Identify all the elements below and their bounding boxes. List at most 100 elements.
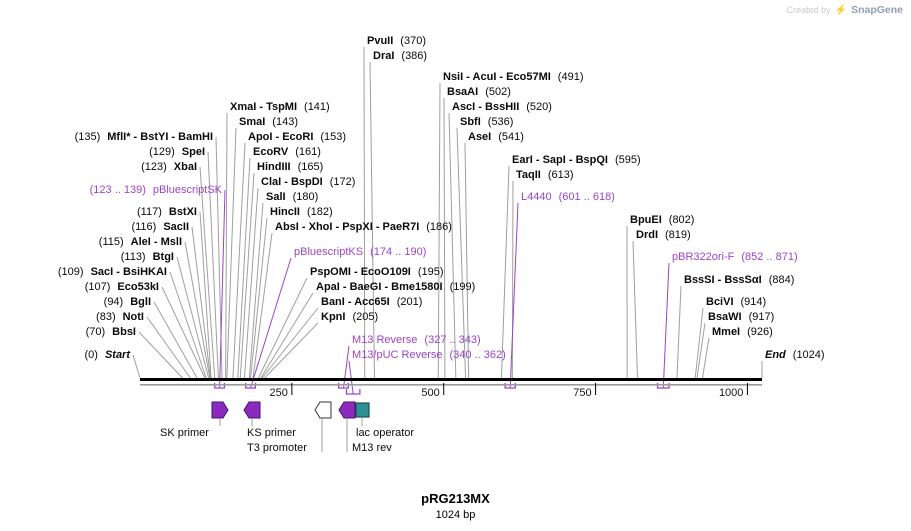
- connector-line: [369, 61, 375, 379]
- connector-line: [632, 240, 638, 379]
- t3-promoter-arrow: [314, 401, 332, 419]
- connector-line: [500, 165, 510, 379]
- connector-line: [225, 112, 228, 379]
- connector-line: [153, 301, 198, 379]
- connector-line: [694, 307, 704, 379]
- site-label-bsaai: BsaAI (502): [447, 86, 511, 98]
- connector-line: [696, 322, 706, 379]
- connector-line: [199, 166, 216, 379]
- site-label-ecorv: EcoRV (161): [253, 146, 321, 158]
- watermark-created-by: Created by: [786, 5, 831, 15]
- site-label-apoi-ecori: ApoI - EcoRI (153): [248, 131, 347, 143]
- site-label-sali: SalI (180): [266, 191, 319, 203]
- annotation-region-marker: [345, 389, 361, 395]
- connector-line: [250, 257, 292, 389]
- site-label-bsawi: BsaWI (917): [708, 311, 775, 323]
- connector-line: [161, 286, 206, 379]
- snapgene-brand: SnapGene: [851, 4, 903, 16]
- site-label-drdi: DrdI (819): [636, 229, 691, 241]
- connector-line: [456, 127, 467, 379]
- feature-label-lac-operator: lac operator: [356, 427, 415, 439]
- feature-label-sk-primer: SK primer: [160, 427, 209, 439]
- connector-line: [191, 226, 211, 379]
- connector-line: [176, 256, 210, 379]
- sk-primer-arrow: [211, 401, 229, 419]
- connector-line: [464, 142, 470, 379]
- connector-line: [260, 292, 314, 379]
- site-label-bpuei: BpuEI (802): [630, 214, 695, 226]
- annotation-label-m13-puc-reverse: M13/pUC Reverse (340 .. 362): [352, 349, 506, 361]
- connector-line: [676, 285, 682, 379]
- site-label-smai: SmaI (143): [239, 116, 298, 128]
- lac-operator-box: [355, 402, 370, 418]
- site-label-nsii-acui-eco57mi: NsiI - AcuI - Eco57MI (491): [443, 71, 584, 83]
- annotation-label-pbluescriptsk: (123 .. 139) pBluescriptSK: [89, 184, 222, 196]
- site-label-hindiii: HindIII (165): [257, 161, 324, 173]
- connector-line: [169, 271, 207, 379]
- annotation-label-m13-reverse: M13 Reverse (327 .. 343): [352, 334, 481, 346]
- site-label-alei-msli: (115) AleI - MslI: [98, 236, 182, 248]
- connector-line: [199, 211, 212, 379]
- connector-line: [437, 82, 441, 379]
- map-line-bottom: [140, 384, 762, 386]
- site-label-bbsi: (70) BbsI: [85, 326, 136, 338]
- connector-line: [184, 241, 211, 379]
- m13-rev-arrow: [338, 401, 356, 419]
- connector-line: [207, 151, 219, 379]
- site-label-btgi: (113) BtgI: [120, 251, 174, 263]
- map-start-label: (0) Start: [84, 349, 130, 361]
- connector-line: [448, 112, 457, 379]
- connector-line: [138, 331, 183, 379]
- site-label-xmai-tspmi: XmaI - TspMI (141): [230, 101, 330, 113]
- site-label-saci-bsihkai: (109) SacI - BsiHKAI: [57, 266, 167, 278]
- connector-line: [248, 202, 264, 379]
- site-label-bani-acc65i: BanI - Acc65I (201): [321, 296, 423, 308]
- feature-label-ks-primer: KS primer: [247, 427, 296, 439]
- site-label-clai-bspdi: ClaI - BspDI (172): [261, 176, 356, 188]
- connector-line: [662, 262, 670, 389]
- connector-line: [239, 172, 255, 379]
- site-label-kpni: KpnI (205): [321, 311, 379, 323]
- site-label-asei: AseI (541): [468, 131, 524, 143]
- site-label-drai: DraI (386): [373, 50, 428, 62]
- connector-line: [348, 360, 354, 395]
- map-end-label: End (1024): [765, 349, 825, 361]
- annotation-label-pbluescriptks: pBluescriptKS (174 .. 190): [294, 246, 427, 258]
- ruler-tick-label: 500: [421, 387, 440, 399]
- connector-line: [701, 337, 710, 379]
- snapgene-bolt-icon: ⚡: [834, 4, 848, 16]
- site-label-eari-sapi-bspqi: EarI - SapI - BspQI (595): [512, 154, 641, 166]
- plasmid-name: pRG213MX: [421, 491, 490, 506]
- site-label-xbai: (123) XbaI: [141, 161, 197, 173]
- site-label-hincii: HincII (182): [270, 206, 333, 218]
- ks-primer-arrow: [243, 401, 261, 419]
- site-label-absi-xhoi: AbsI - XhoI - PspXI - PaeR7I (186): [275, 221, 452, 233]
- connector-line: [257, 277, 308, 379]
- site-label-sacii: (116) SacII: [131, 221, 189, 233]
- connector-line: [243, 187, 259, 379]
- ruler-tick-label: 1000: [718, 387, 744, 399]
- connector-line: [132, 354, 141, 379]
- connector-line: [250, 217, 268, 379]
- connector-line: [252, 232, 273, 379]
- plasmid-length: 1024 bp: [435, 509, 476, 521]
- site-label-pspomi-ecoo109i: PspOMI - EcoO109I (195): [310, 266, 444, 278]
- site-label-taqii: TaqII (613): [516, 169, 574, 181]
- ruler-tick-label: 250: [269, 387, 288, 399]
- site-label-bstxi: (117) BstXI: [137, 206, 197, 218]
- site-label-spei: (129) SpeI: [149, 146, 205, 158]
- connector-line: [219, 189, 226, 389]
- connector-line: [443, 97, 446, 379]
- site-label-bgli: (94) BglI: [103, 296, 151, 308]
- site-label-pvuii: PvuII (370): [367, 35, 426, 47]
- site-label-apai-baegi: ApaI - BaeGI - Bme1580I (199): [316, 281, 476, 293]
- site-label-eco53ki: (107) Eco53kI: [84, 281, 159, 293]
- connector-line: [226, 127, 237, 379]
- connector-line: [509, 202, 519, 389]
- connector-line: [363, 46, 366, 379]
- site-label-mmei: MmeI (926): [712, 326, 773, 338]
- ruler-tick-label: 750: [573, 387, 592, 399]
- site-label-noti: (83) NotI: [96, 311, 144, 323]
